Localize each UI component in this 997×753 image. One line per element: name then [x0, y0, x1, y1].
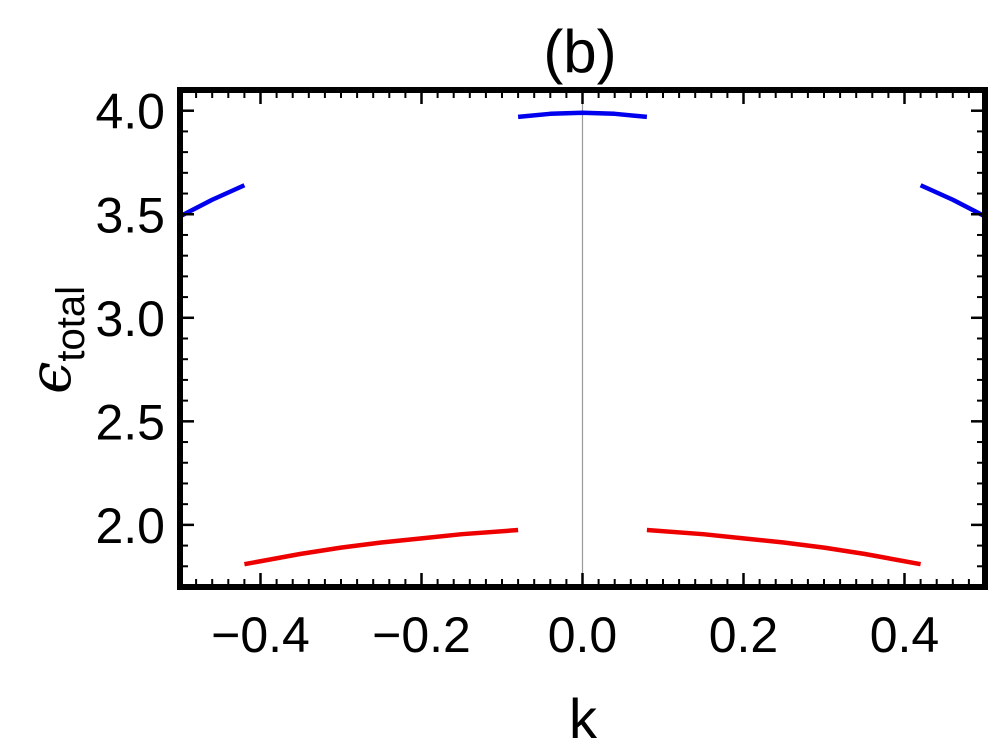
y-axis-label: ϵtotal [16, 286, 93, 394]
series-2-segment-2 [646, 527, 922, 567]
x-tick-labels: −0.4 −0.2 0.0 0.2 0.4 [211, 607, 939, 663]
x-tick-label: −0.2 [372, 607, 471, 663]
y-tick-label: 3.0 [95, 291, 165, 347]
x-tick-label: 0.4 [870, 607, 940, 663]
series-1-segment-1 [178, 183, 246, 219]
y-ticks [180, 89, 985, 588]
series-2-segment-1 [243, 527, 519, 567]
y-tick-label: 2.0 [95, 498, 165, 554]
chart-title: (b) [543, 18, 616, 85]
y-tick-label: 3.5 [95, 187, 165, 243]
x-tick-label: 0.2 [709, 607, 779, 663]
series-1-segment-3 [919, 183, 987, 219]
x-ticks [179, 90, 986, 587]
series-1-segment-2 [517, 110, 648, 120]
x-tick-label: −0.4 [211, 607, 310, 663]
y-axis-label-main: ϵ [16, 362, 84, 394]
y-tick-label: 2.5 [95, 394, 165, 450]
y-axis-label-subscript: total [49, 286, 93, 362]
y-tick-labels: 2.0 2.5 3.0 3.5 4.0 [95, 84, 165, 554]
y-tick-label: 4.0 [95, 84, 165, 140]
x-tick-label: 0.0 [548, 607, 618, 663]
x-axis-label: k [569, 687, 598, 750]
series-group [178, 110, 987, 567]
